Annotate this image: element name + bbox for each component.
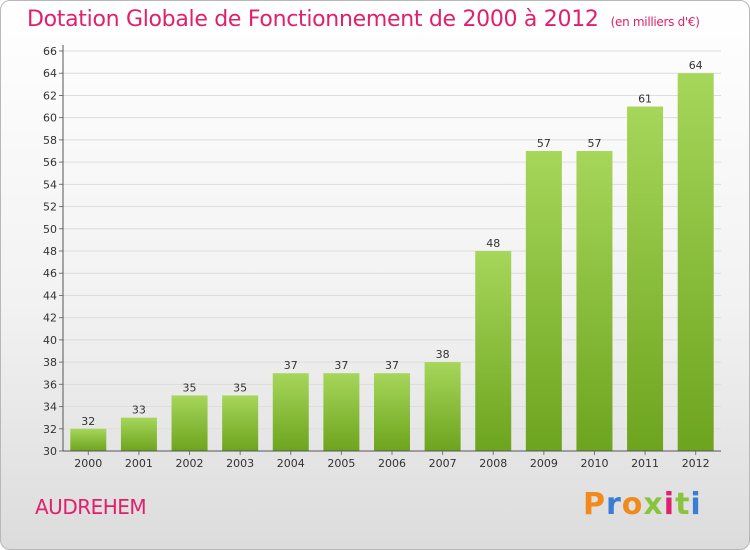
- y-tick-label: 34: [43, 401, 57, 414]
- bar-value-label: 37: [385, 359, 399, 372]
- y-tick-label: 58: [43, 134, 57, 147]
- bar-value-label: 32: [81, 415, 95, 428]
- bar-2011: [627, 106, 664, 452]
- chart-title-text: Dotation Globale de Fonctionnement de 20…: [27, 7, 599, 32]
- bar-2012: [677, 73, 714, 451]
- bar-2003: [222, 395, 259, 451]
- y-tick-label: 66: [43, 45, 57, 58]
- y-tick-label: 46: [43, 267, 57, 280]
- y-tick-label: 30: [43, 445, 57, 458]
- y-tick-label: 60: [43, 112, 57, 125]
- bar-value-label: 35: [183, 381, 197, 394]
- x-tick-label: 2002: [176, 457, 204, 470]
- y-tick-label: 42: [43, 312, 57, 325]
- y-tick-label: 56: [43, 156, 57, 169]
- x-tick-label: 2006: [378, 457, 406, 470]
- bar-2001: [120, 417, 157, 451]
- bar-2009: [525, 151, 562, 451]
- y-tick-label: 40: [43, 334, 57, 347]
- x-tick-label: 2003: [226, 457, 254, 470]
- bar-2000: [70, 428, 107, 451]
- x-tick-label: 2007: [429, 457, 457, 470]
- axes: 30 32 34 36 38 40 42 44 46 48 50 52 54 56 58 60 62 64 66 20…: [43, 45, 721, 470]
- x-tick-label: 2011: [631, 457, 659, 470]
- x-tick-label: 2008: [479, 457, 507, 470]
- y-tick-label: 36: [43, 378, 57, 391]
- logo-letter: r: [606, 487, 622, 522]
- bar-2006: [374, 373, 410, 451]
- bar-value-label: 64: [689, 59, 703, 72]
- y-tick-label: 54: [43, 178, 57, 191]
- y-tick-label: 32: [43, 423, 57, 436]
- y-tick-label: 64: [43, 67, 57, 80]
- y-tick-label: 52: [43, 201, 57, 214]
- logo-letter: x: [643, 487, 664, 522]
- y-tick-label: 48: [43, 245, 57, 258]
- logo-letter: i: [663, 487, 676, 522]
- bar-value-label: 37: [334, 359, 348, 372]
- x-tick-label: 2005: [327, 457, 355, 470]
- bar-2010: [576, 151, 613, 451]
- chart-unit: (en milliers d'€): [610, 15, 700, 29]
- y-tick-label: 50: [43, 223, 57, 236]
- proxiti-logo: Proxiti: [583, 487, 702, 522]
- y-tick-label: 38: [43, 356, 57, 369]
- bar-2008: [475, 251, 512, 451]
- bar-value-label: 57: [587, 137, 601, 150]
- bar-value-label: 57: [537, 137, 551, 150]
- bar-2004: [272, 373, 309, 451]
- bars: 32 33 35 35 37 37 37 38 48 57 57 61 64: [70, 59, 714, 452]
- y-tick-label: 44: [43, 289, 57, 302]
- chart-title: Dotation Globale de Fonctionnement de 20…: [27, 7, 700, 32]
- x-tick-label: 2010: [580, 457, 608, 470]
- bar-value-label: 35: [233, 381, 247, 394]
- bar-2007: [424, 362, 461, 451]
- logo-letter: i: [690, 487, 702, 522]
- bar-value-label: 37: [284, 359, 298, 372]
- bar-value-label: 61: [638, 93, 652, 106]
- x-tick-label: 2004: [277, 457, 305, 470]
- logo-letter: o: [621, 487, 644, 522]
- x-tick-label: 2001: [125, 457, 153, 470]
- x-tick-label: 2009: [530, 457, 558, 470]
- x-tick-label: 2000: [74, 457, 102, 470]
- bar-value-label: 38: [436, 348, 450, 361]
- commune-name: AUDREHEM: [35, 495, 147, 519]
- bar-value-label: 48: [486, 237, 500, 250]
- bar-2005: [323, 373, 360, 451]
- logo-letter: P: [583, 487, 606, 522]
- bar-value-label: 33: [132, 404, 146, 417]
- y-tick-label: 62: [43, 89, 57, 102]
- x-tick-label: 2012: [682, 457, 710, 470]
- logo-letter: t: [675, 487, 691, 522]
- bar-2002: [171, 395, 208, 451]
